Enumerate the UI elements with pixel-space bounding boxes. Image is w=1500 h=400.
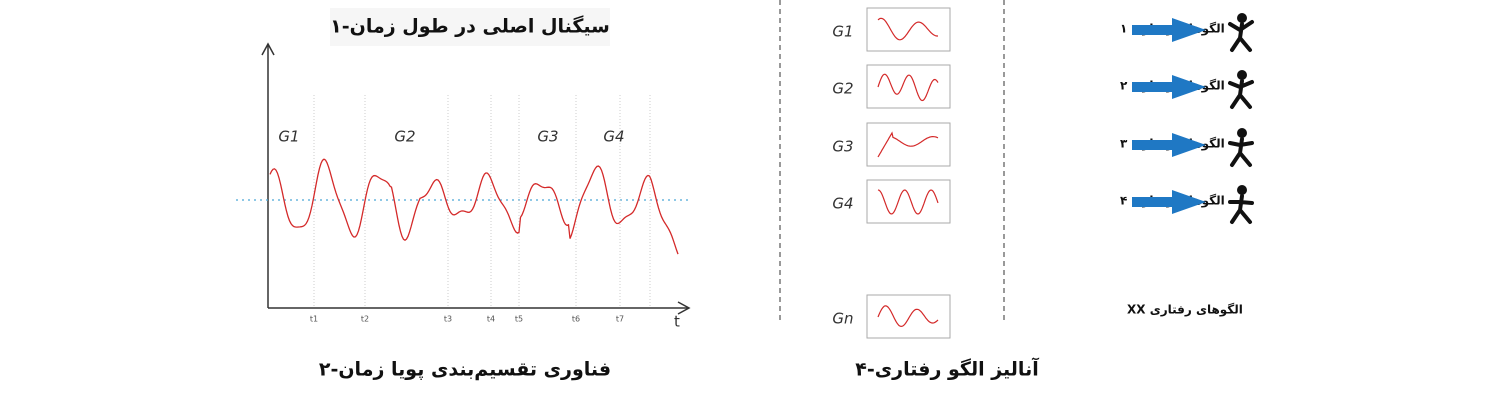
time-tick: t2 [361,315,369,324]
icon [1237,70,1247,80]
icon [1228,20,1254,52]
pattern-label: الگوهای رفتاری XX [1127,303,1243,318]
arrow [1132,75,1206,99]
right-caption: ۴-آنالیز الگو رفتاری [855,357,1039,381]
axis-label: t [674,313,680,331]
segment-label: G2 [394,128,415,146]
left-title: ۱-سیگنال اصلی در طول زمان [330,15,610,38]
time-tick: t7 [616,315,624,324]
icon [1237,128,1247,138]
mini-signal [877,73,939,102]
group-label: Gn [832,310,853,328]
signal-box [866,122,951,167]
title-box [330,8,610,46]
mini-signal [877,189,939,215]
signal-box [866,64,951,109]
group-label: G4 [832,195,853,213]
signal-box [866,7,951,52]
left-caption: ۲-فناوری تقسیم‌بندی پویا زمان [319,359,611,381]
arrow [1132,18,1206,42]
time-tick: t4 [487,315,495,324]
icon [1228,137,1254,167]
axes [261,42,691,315]
arrow [1132,190,1206,214]
time-tick: t5 [515,315,523,324]
group-label: G3 [832,138,853,156]
signal [269,158,679,255]
icon [1228,194,1254,224]
time-tick: t6 [572,315,580,324]
segment-label: G4 [603,128,624,146]
arrow [1132,133,1206,157]
signal-box [866,179,951,224]
mini-signal [877,17,938,41]
segment-label: G3 [537,128,558,146]
icon [1237,13,1247,23]
segment-label: G1 [278,128,299,146]
group-label: G2 [832,80,853,98]
mini-signal [877,305,939,328]
mini-signal [877,131,939,158]
icon [1237,185,1247,195]
group-label: G1 [832,23,853,41]
icon [1228,79,1254,109]
signal-box [866,294,951,339]
time-tick: t3 [444,315,452,324]
time-tick: t1 [310,315,318,324]
